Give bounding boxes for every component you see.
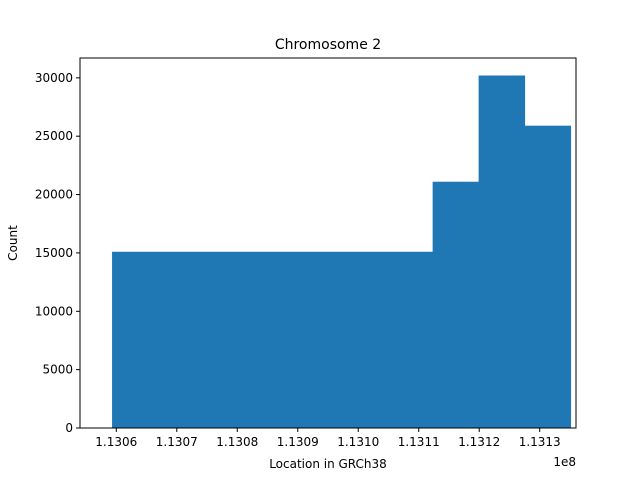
bars-group: [112, 75, 572, 429]
histogram-bar-2: [432, 181, 480, 428]
x-tick-label: 1.1309: [277, 435, 319, 449]
y-axis-ticks: 0 5000 10000 15000 20000 25000 30000: [35, 71, 80, 435]
x-tick-label: 1.1313: [519, 435, 561, 449]
x-tick-label: 1.1308: [216, 435, 258, 449]
y-tick-label: 0: [65, 421, 73, 435]
histogram-bar-4: [524, 125, 572, 429]
x-tick-label: 1.1307: [156, 435, 198, 449]
histogram-bar-1: [112, 251, 434, 428]
x-axis-ticks: 1.1306 1.1307 1.1308 1.1309 1.1310 1.1311 1.13…: [95, 428, 561, 449]
chart-title: Chromosome 2: [275, 37, 381, 53]
y-tick-label: 25000: [35, 129, 73, 143]
y-tick-label: 5000: [42, 363, 73, 377]
x-axis-label: Location in GRCh38: [269, 457, 387, 471]
x-tick-label: 1.1312: [458, 435, 500, 449]
x-tick-label: 1.1311: [398, 435, 440, 449]
x-axis-offset-label: 1e8: [553, 455, 576, 469]
y-tick-label: 10000: [35, 304, 73, 318]
y-tick-label: 30000: [35, 71, 73, 85]
y-axis-label: Count: [6, 225, 20, 261]
y-tick-label: 15000: [35, 246, 73, 260]
x-tick-label: 1.1306: [95, 435, 137, 449]
x-tick-label: 1.1310: [337, 435, 379, 449]
y-tick-label: 20000: [35, 188, 73, 202]
plot-frame: [79, 57, 577, 429]
histogram-bar-3: [478, 75, 526, 429]
